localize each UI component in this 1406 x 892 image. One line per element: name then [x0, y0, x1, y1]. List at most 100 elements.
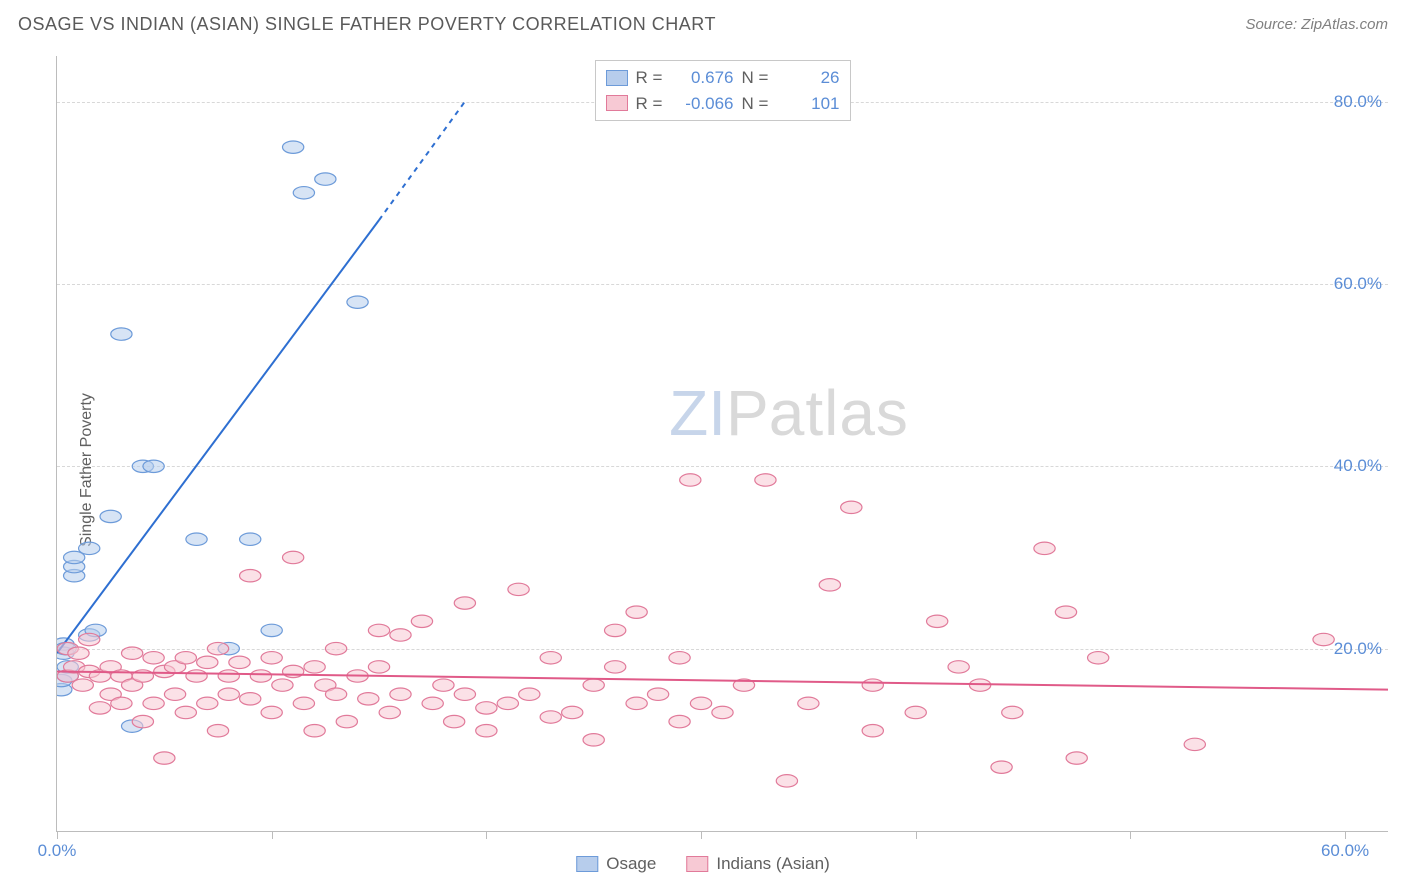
- data-point: [121, 647, 142, 659]
- data-point: [444, 715, 465, 727]
- data-point: [390, 629, 411, 641]
- data-point: [476, 725, 497, 737]
- data-point: [250, 670, 271, 682]
- x-tick: [272, 831, 273, 839]
- data-point: [197, 697, 218, 709]
- data-point: [197, 656, 218, 668]
- data-point: [562, 706, 583, 718]
- data-point: [240, 693, 261, 705]
- data-point: [776, 775, 797, 787]
- data-point: [100, 510, 121, 522]
- legend-N-value: 101: [784, 91, 840, 117]
- data-point: [1313, 633, 1334, 645]
- legend-swatch: [606, 95, 628, 111]
- chart-area: Single Father Poverty ZIPatlas R =0.676N…: [0, 48, 1406, 892]
- data-point: [207, 642, 228, 654]
- data-point: [991, 761, 1012, 773]
- data-point: [240, 570, 261, 582]
- data-point: [508, 583, 529, 595]
- data-point: [669, 652, 690, 664]
- data-point: [862, 725, 883, 737]
- data-point: [841, 501, 862, 513]
- data-point: [905, 706, 926, 718]
- plot-region: ZIPatlas R =0.676N =26R =-0.066N =101 20…: [56, 56, 1388, 832]
- data-point: [948, 661, 969, 673]
- data-point: [186, 533, 207, 545]
- x-tick: [701, 831, 702, 839]
- data-point: [712, 706, 733, 718]
- trend-line: [57, 220, 379, 653]
- data-point: [293, 187, 314, 199]
- data-point: [240, 533, 261, 545]
- data-point: [476, 702, 497, 714]
- data-point: [368, 624, 389, 636]
- chart-header: OSAGE VS INDIAN (ASIAN) SINGLE FATHER PO…: [0, 0, 1406, 48]
- x-tick: [1345, 831, 1346, 839]
- data-point: [325, 688, 346, 700]
- data-point: [218, 688, 239, 700]
- x-tick-label: 60.0%: [1321, 841, 1369, 861]
- data-point: [1184, 738, 1205, 750]
- data-point: [862, 679, 883, 691]
- data-point: [304, 725, 325, 737]
- legend-item: Indians (Asian): [686, 854, 829, 874]
- legend-R-label: R =: [636, 91, 670, 117]
- x-tick: [57, 831, 58, 839]
- legend-swatch: [686, 856, 708, 872]
- legend-stats-row: R =0.676N =26: [606, 65, 840, 91]
- data-point: [540, 711, 561, 723]
- legend-series: Osage Indians (Asian): [576, 854, 829, 874]
- legend-N-value: 26: [784, 65, 840, 91]
- data-point: [79, 633, 100, 645]
- legend-item: Osage: [576, 854, 656, 874]
- data-point: [293, 697, 314, 709]
- data-point: [143, 652, 164, 664]
- data-point: [186, 670, 207, 682]
- data-point: [519, 688, 540, 700]
- data-point: [282, 665, 303, 677]
- data-point: [282, 141, 303, 153]
- data-point: [390, 688, 411, 700]
- data-point: [626, 606, 647, 618]
- data-point: [680, 474, 701, 486]
- data-point: [497, 697, 518, 709]
- legend-label: Indians (Asian): [716, 854, 829, 874]
- data-point: [68, 647, 89, 659]
- data-point: [89, 702, 110, 714]
- data-point: [368, 661, 389, 673]
- x-tick: [1130, 831, 1131, 839]
- x-tick-label: 0.0%: [38, 841, 77, 861]
- data-point: [1002, 706, 1023, 718]
- data-point: [261, 706, 282, 718]
- chart-source: Source: ZipAtlas.com: [1245, 16, 1388, 33]
- data-point: [164, 688, 185, 700]
- data-point: [282, 551, 303, 563]
- data-point: [755, 474, 776, 486]
- data-point: [411, 615, 432, 627]
- x-tick: [916, 831, 917, 839]
- data-point: [72, 679, 93, 691]
- data-point: [690, 697, 711, 709]
- data-point: [154, 752, 175, 764]
- legend-N-label: N =: [742, 65, 776, 91]
- legend-R-value: -0.066: [678, 91, 734, 117]
- legend-stats: R =0.676N =26R =-0.066N =101: [595, 60, 851, 121]
- legend-stats-row: R = -0.066 N = 101: [606, 91, 840, 117]
- legend-N-label: N =: [742, 91, 776, 117]
- data-point: [315, 173, 336, 185]
- data-point: [111, 328, 132, 340]
- data-point: [433, 679, 454, 691]
- data-point: [626, 697, 647, 709]
- data-point: [605, 661, 626, 673]
- data-point: [175, 706, 196, 718]
- chart-title: OSAGE VS INDIAN (ASIAN) SINGLE FATHER PO…: [18, 14, 716, 35]
- trend-line-dashed: [379, 102, 465, 221]
- data-point: [819, 579, 840, 591]
- data-point: [1034, 542, 1055, 554]
- data-point: [79, 542, 100, 554]
- data-point: [272, 679, 293, 691]
- data-point: [132, 715, 153, 727]
- data-point: [540, 652, 561, 664]
- data-point: [175, 652, 196, 664]
- data-point: [1088, 652, 1109, 664]
